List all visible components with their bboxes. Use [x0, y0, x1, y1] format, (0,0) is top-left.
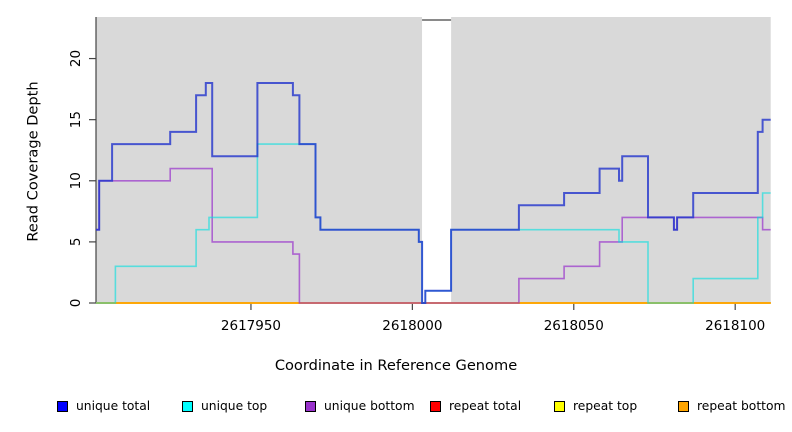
- legend-label: unique top: [201, 399, 268, 413]
- x-tick-label: 2617950: [221, 318, 281, 334]
- x-tick-label: 2618050: [544, 318, 604, 334]
- legend-swatch-repeat-total: [430, 400, 441, 412]
- y-tick-label: 20: [68, 50, 84, 67]
- legend-swatch-repeat-bottom: [678, 400, 689, 412]
- x-tick-label: 2618000: [382, 318, 442, 334]
- x-tick-label: 2618100: [705, 318, 765, 334]
- y-tick-label: 10: [68, 172, 84, 189]
- y-tick-label: 5: [68, 238, 84, 247]
- legend-item-repeat-bottom: repeat bottom: [678, 398, 785, 414]
- legend-item-unique-top: unique top: [182, 398, 267, 414]
- legend-label: unique bottom: [324, 399, 415, 413]
- legend-item-unique-total: unique total: [57, 398, 150, 414]
- x-axis-title: Coordinate in Reference Genome: [274, 357, 518, 374]
- legend-swatch-unique-bottom: [305, 400, 316, 412]
- y-axis-title: Read Coverage Depth: [24, 81, 42, 242]
- legend-swatch-repeat-top: [554, 400, 565, 412]
- legend-label: unique total: [76, 399, 151, 413]
- legend-item-repeat-top: repeat top: [554, 398, 637, 414]
- no-coverage-gap: [422, 17, 452, 303]
- legend-item-repeat-total: repeat total: [430, 398, 521, 414]
- legend-label: repeat bottom: [697, 399, 786, 413]
- legend-label: repeat total: [449, 399, 522, 413]
- legend-swatch-unique-total: [57, 400, 68, 412]
- legend-label: repeat top: [573, 399, 638, 413]
- y-tick-label: 0: [68, 299, 84, 308]
- legend-item-unique-bottom: unique bottom: [305, 398, 415, 414]
- legend-swatch-unique-top: [182, 400, 193, 412]
- legend: unique total unique top unique bottom repea…: [0, 398, 792, 418]
- y-tick-label: 15: [68, 111, 84, 128]
- series-unique-total: [96, 82, 771, 304]
